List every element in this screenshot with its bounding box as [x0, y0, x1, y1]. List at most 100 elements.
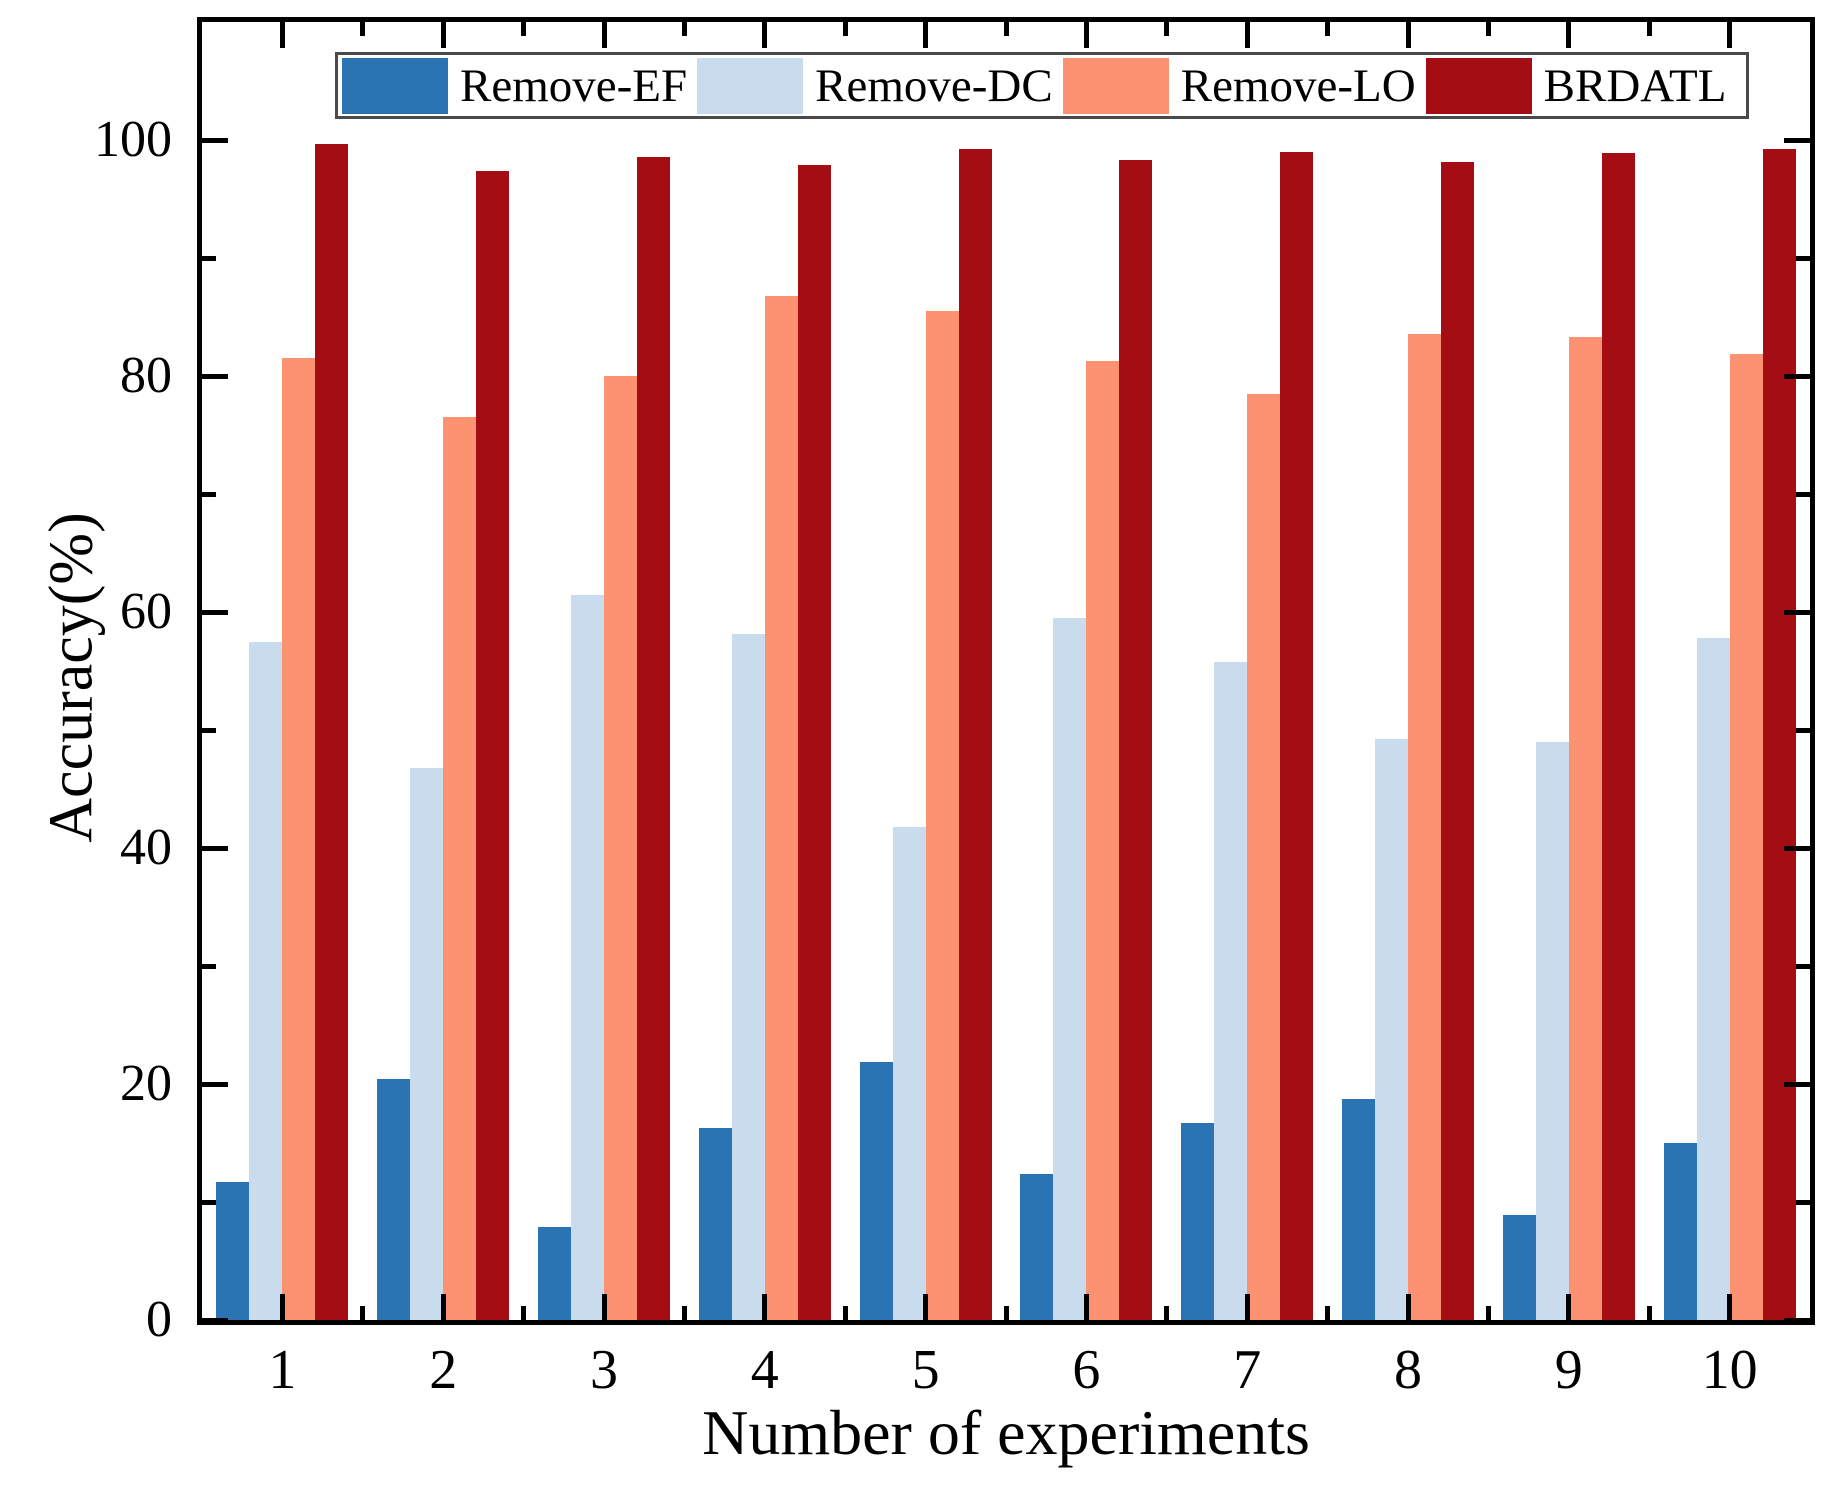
- bar-remove-lo-3: [604, 376, 637, 1320]
- x-minor-tick-bottom: [360, 1306, 366, 1320]
- bar-remove-ef-3: [538, 1226, 571, 1320]
- legend-swatch-remove-lo: [1062, 57, 1169, 114]
- x-major-tick-top-1: [279, 22, 285, 48]
- x-minor-tick-bottom: [681, 1306, 687, 1320]
- y-minor-tick-right: [1796, 255, 1810, 261]
- x-major-tick-bottom-3: [601, 1294, 607, 1320]
- bar-remove-ef-2: [377, 1079, 411, 1320]
- x-tick-label-3: 3: [590, 1339, 618, 1401]
- x-minor-tick-top: [842, 22, 848, 36]
- bar-remove-lo-9: [1568, 337, 1602, 1320]
- bar-remove-dc-1: [249, 641, 283, 1320]
- x-minor-tick-top: [1485, 22, 1491, 36]
- x-tick-label-2: 2: [429, 1339, 458, 1401]
- bar-remove-dc-10: [1696, 637, 1730, 1320]
- x-major-tick-top-10: [1727, 22, 1733, 48]
- x-minor-tick-top: [360, 22, 366, 36]
- y-tick-label-60: 60: [120, 583, 172, 640]
- bar-brdatl-10: [1762, 149, 1796, 1320]
- x-tick-label-4: 4: [750, 1339, 779, 1401]
- y-major-tick-right: [1784, 137, 1810, 143]
- bar-remove-lo-7: [1247, 393, 1281, 1320]
- bar-brdatl-9: [1601, 152, 1635, 1320]
- legend-swatch-remove-dc: [697, 57, 804, 114]
- bar-remove-ef-5: [859, 1061, 893, 1320]
- y-major-tick-right: [1784, 373, 1810, 379]
- legend-item-remove-lo: Remove-LO: [1062, 57, 1426, 114]
- legend-item-remove-ef: Remove-EF: [342, 57, 697, 114]
- bar-remove-lo-8: [1408, 333, 1441, 1320]
- x-axis-title: Number of experiments: [702, 1397, 1310, 1468]
- legend-swatch-remove-ef: [342, 57, 448, 114]
- x-major-tick-bottom-1: [279, 1294, 285, 1320]
- legend-label: Remove-LO: [1180, 59, 1416, 112]
- x-major-tick-top-7: [1244, 22, 1250, 48]
- x-minor-tick-bottom: [1646, 1306, 1652, 1320]
- x-minor-tick-bottom: [1003, 1306, 1009, 1320]
- x-tick-label-5: 5: [911, 1339, 940, 1401]
- x-minor-tick-bottom: [1164, 1306, 1170, 1320]
- y-minor-tick-right: [1796, 1199, 1810, 1205]
- x-major-tick-bottom-6: [1083, 1294, 1089, 1320]
- legend-item-brdatl: BRDATL: [1425, 57, 1737, 114]
- y-major-tick-left: [202, 373, 228, 379]
- x-minor-tick-bottom: [521, 1306, 527, 1320]
- y-tick-label-100: 100: [94, 111, 172, 168]
- x-minor-tick-top: [1646, 22, 1652, 36]
- x-minor-tick-top: [1164, 22, 1170, 36]
- bar-brdatl-6: [1119, 160, 1153, 1320]
- x-minor-tick-top: [1325, 22, 1331, 36]
- legend-swatch-brdatl: [1425, 57, 1532, 114]
- bar-remove-lo-5: [925, 311, 959, 1320]
- bar-remove-lo-2: [443, 417, 477, 1320]
- x-minor-tick-bottom: [1485, 1306, 1491, 1320]
- legend: Remove-EF Remove-DC Remove-LO BRDATL: [335, 52, 1750, 119]
- bar-remove-ef-1: [216, 1181, 250, 1320]
- legend-item-remove-dc: Remove-DC: [697, 57, 1063, 114]
- bar-remove-dc-4: [731, 634, 765, 1320]
- y-major-tick-right: [1784, 1317, 1810, 1323]
- x-tick-label-10: 10: [1701, 1339, 1758, 1401]
- bar-remove-dc-5: [892, 826, 926, 1320]
- x-major-tick-bottom-10: [1727, 1294, 1733, 1320]
- y-minor-tick-left: [202, 255, 216, 261]
- x-tick-label-8: 8: [1394, 1339, 1422, 1401]
- y-tick-label-0: 0: [146, 1291, 172, 1348]
- bar-remove-ef-10: [1663, 1143, 1697, 1320]
- x-minor-tick-bottom: [1325, 1306, 1331, 1320]
- y-minor-tick-left: [202, 491, 216, 497]
- y-major-tick-left: [202, 1081, 228, 1087]
- y-major-tick-left: [202, 137, 228, 143]
- x-major-tick-top-9: [1566, 22, 1572, 48]
- bar-remove-dc-6: [1053, 617, 1087, 1320]
- bar-remove-ef-9: [1502, 1214, 1536, 1320]
- bar-remove-lo-10: [1729, 353, 1763, 1320]
- y-minor-tick-left: [202, 963, 216, 969]
- y-minor-tick-left: [202, 727, 216, 733]
- bar-brdatl-8: [1441, 162, 1474, 1320]
- x-major-tick-top-2: [440, 22, 446, 48]
- y-axis-title: Accuracy(%): [37, 512, 106, 843]
- y-minor-tick-left: [202, 1199, 216, 1205]
- bar-remove-ef-7: [1181, 1122, 1215, 1320]
- bar-remove-dc-8: [1375, 739, 1408, 1320]
- legend-label: Remove-EF: [460, 59, 688, 112]
- x-minor-tick-top: [681, 22, 687, 36]
- y-tick-label-80: 80: [120, 347, 172, 404]
- x-major-tick-top-8: [1405, 22, 1411, 48]
- x-major-tick-bottom-9: [1566, 1294, 1572, 1320]
- bar-brdatl-2: [476, 170, 510, 1320]
- x-major-tick-bottom-8: [1405, 1294, 1411, 1320]
- y-minor-tick-right: [1796, 963, 1810, 969]
- x-major-tick-top-5: [923, 22, 929, 48]
- bar-remove-dc-9: [1535, 741, 1569, 1320]
- y-minor-tick-right: [1796, 491, 1810, 497]
- bar-brdatl-1: [315, 143, 349, 1320]
- y-major-tick-right: [1784, 609, 1810, 615]
- x-major-tick-bottom-7: [1244, 1294, 1250, 1320]
- y-major-tick-left: [202, 1317, 228, 1323]
- y-tick-label-20: 20: [120, 1055, 172, 1112]
- y-major-tick-left: [202, 845, 228, 851]
- legend-label: Remove-DC: [815, 59, 1053, 112]
